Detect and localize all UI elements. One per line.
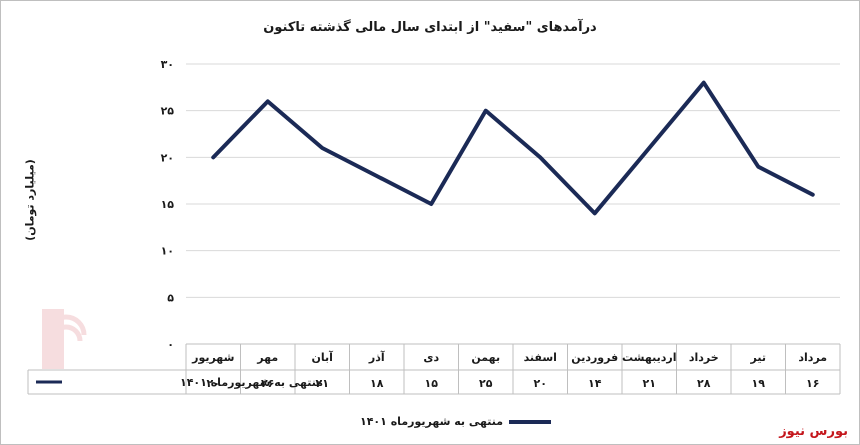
data-value-label: ۲۰: [534, 377, 547, 390]
watermark-logo-icon: [42, 309, 87, 369]
chart-title: درآمدهای "سفید" از ابتدای سال مالی گذشته…: [263, 20, 597, 35]
x-category-label: اردیبهشت: [622, 351, 676, 364]
data-point: [593, 211, 597, 215]
data-point: [211, 155, 215, 159]
x-category-label: خرداد: [689, 351, 719, 364]
x-category-label: مهر: [256, 351, 278, 364]
y-tick-label: ۲۰: [161, 151, 174, 164]
x-category-label: آبان: [312, 350, 334, 364]
y-tick-label: ۰: [167, 338, 174, 351]
y-tick-label: ۱۵: [161, 198, 175, 211]
data-point: [756, 165, 760, 169]
legend-label: منتهی به شهریورماه ۱۴۰۱: [360, 415, 504, 428]
data-point: [320, 146, 324, 150]
x-category-label: آذر: [368, 350, 385, 364]
series-line: [211, 80, 815, 216]
data-value-label: ۲۱: [316, 377, 329, 390]
x-category-label: مرداد: [798, 351, 827, 364]
x-category-label: فروردین: [571, 351, 618, 364]
table-series-label: منتهی به شهریورماه ۱۴۰۱: [180, 376, 323, 389]
data-point: [375, 174, 379, 178]
y-tick-label: ۳۰: [161, 58, 174, 71]
x-category-label: بهمن: [471, 351, 500, 364]
y-tick-label: ۲۵: [161, 105, 175, 118]
y-tick-label: ۵: [167, 291, 174, 304]
data-value-label: ۱۹: [752, 377, 766, 390]
x-category-label: شهریور: [191, 351, 234, 364]
data-value-label: ۱۶: [806, 377, 819, 390]
data-point: [484, 109, 488, 113]
data-value-label: ۲۱: [643, 377, 656, 390]
x-category-label: اسفند: [524, 351, 557, 364]
data-point: [429, 202, 433, 206]
y-tick-label: ۱۰: [161, 245, 174, 258]
data-value-label: ۲۰: [207, 377, 220, 390]
data-value-label: ۱۸: [370, 377, 384, 390]
legend: منتهی به شهریورماه ۱۴۰۱: [360, 415, 552, 428]
legend-swatch: [509, 419, 552, 424]
x-category-label: تیر: [750, 351, 766, 364]
data-value-label: ۱۴: [588, 377, 602, 390]
brand-label: بورس نیوز: [779, 424, 848, 439]
data-value-label: ۲۵: [479, 377, 493, 390]
data-value-label: ۱۵: [425, 377, 439, 390]
data-point: [702, 81, 706, 85]
data-value-label: ۲۸: [697, 377, 711, 390]
data-point: [538, 155, 542, 159]
data-point: [647, 146, 651, 150]
data-value-label: ۲۶: [261, 377, 274, 390]
x-category-label: دی: [423, 351, 439, 364]
data-point: [811, 193, 815, 197]
data-point: [266, 99, 270, 103]
